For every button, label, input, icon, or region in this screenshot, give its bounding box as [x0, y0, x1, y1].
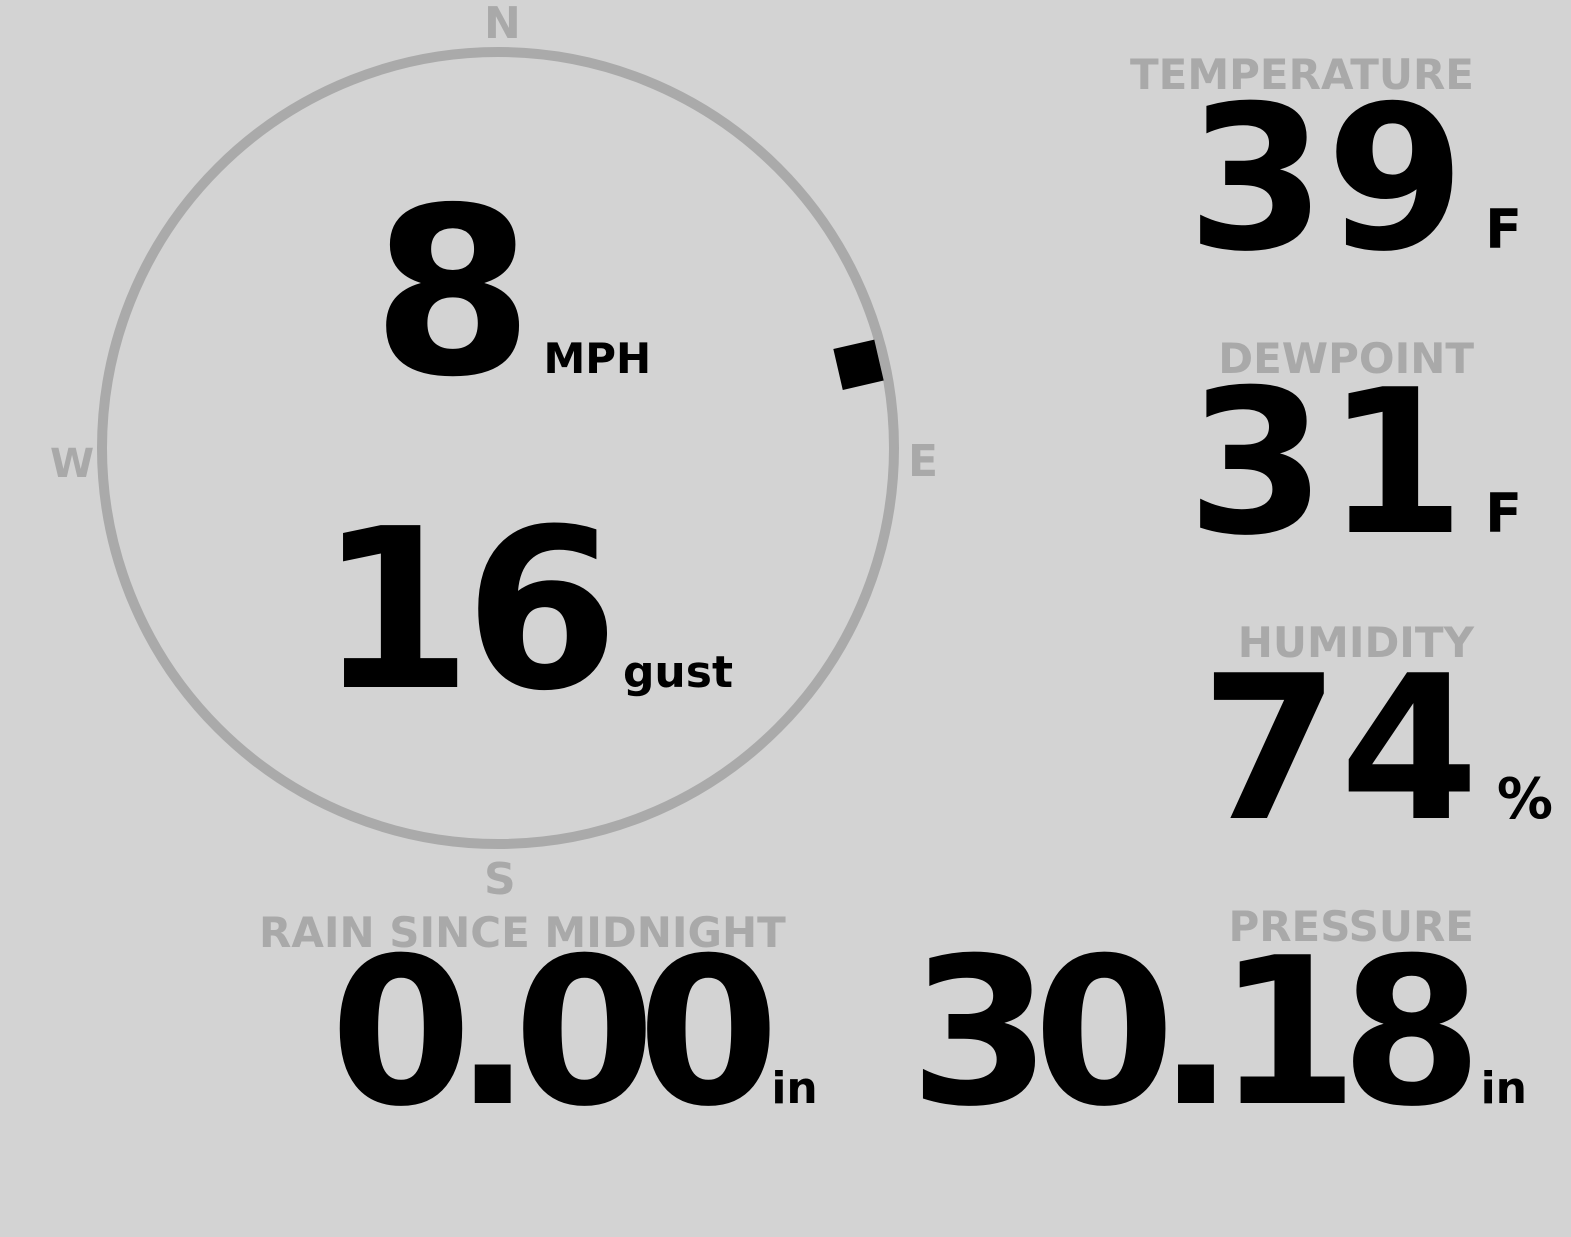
- humidity-value: 74: [1200, 633, 1479, 866]
- wind-speed: 8 MPH: [372, 158, 652, 428]
- pressure-label: PRESSURE: [1228, 902, 1474, 951]
- rain-unit: in: [771, 1063, 818, 1114]
- compass-ring: [97, 47, 899, 849]
- dewpoint-label: DEWPOINT: [1218, 334, 1474, 383]
- rain-value: 0.00: [330, 915, 779, 1152]
- compass-north: N: [484, 0, 521, 49]
- pressure-unit: in: [1480, 1063, 1527, 1114]
- temperature-label: TEMPERATURE: [1130, 50, 1474, 99]
- dewpoint-value: 31: [1186, 347, 1466, 580]
- wind-gust: 16 gust: [318, 482, 733, 740]
- humidity: 74 %: [1200, 633, 1553, 866]
- dewpoint-unit: F: [1485, 482, 1522, 545]
- wind-speed-unit: MPH: [543, 334, 652, 383]
- wind-gust-value: 16: [318, 482, 619, 740]
- humidity-label: HUMIDITY: [1237, 618, 1474, 667]
- rain: 0.00 in: [330, 915, 818, 1152]
- temperature: 39 F: [1186, 63, 1522, 296]
- temperature-unit: F: [1485, 198, 1522, 261]
- wind-gust-unit: gust: [622, 647, 733, 698]
- wind-speed-value: 8: [372, 158, 534, 428]
- compass-west: W: [50, 441, 95, 487]
- compass-south: S: [484, 854, 516, 905]
- wind-direction-marker: [833, 339, 884, 390]
- humidity-unit: %: [1496, 767, 1553, 832]
- dewpoint: 31 F: [1186, 347, 1522, 580]
- compass-east: E: [908, 436, 939, 487]
- pressure-value: 30.18: [909, 915, 1482, 1152]
- pressure: 30.18 in: [909, 915, 1527, 1152]
- wind-compass: [97, 47, 899, 849]
- rain-label: RAIN SINCE MIDNIGHT: [259, 908, 786, 957]
- temperature-value: 39: [1186, 63, 1466, 296]
